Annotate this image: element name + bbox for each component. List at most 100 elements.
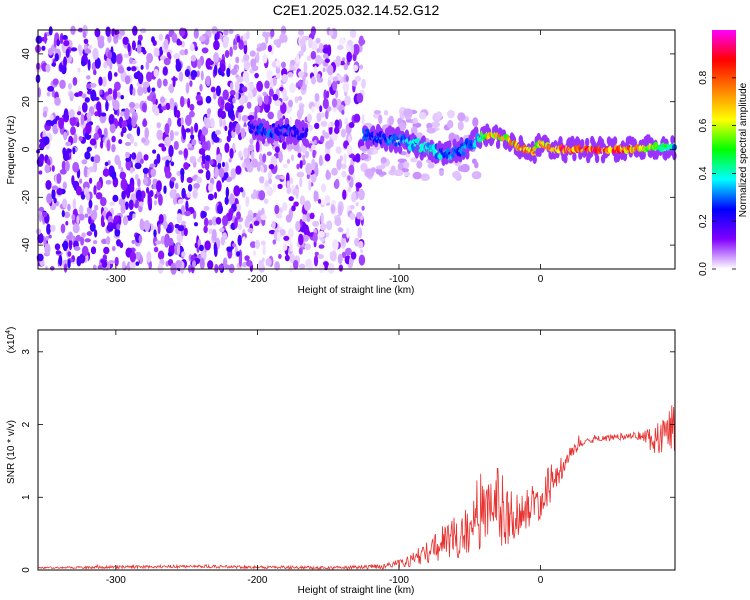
heatmap-cell xyxy=(116,91,121,99)
heatmap-cell xyxy=(177,225,185,232)
heatmap-cell xyxy=(62,35,68,40)
heatmap-cell xyxy=(51,62,57,67)
heatmap-cell xyxy=(331,167,338,176)
heatmap-cell xyxy=(262,53,268,64)
heatmap-cell xyxy=(135,261,140,266)
heatmap-cell xyxy=(278,118,284,128)
heatmap-cell xyxy=(189,80,193,87)
heatmap-cell xyxy=(457,121,464,131)
heatmap-cell xyxy=(298,247,303,255)
heatmap-cell xyxy=(111,170,117,181)
heatmap-cell xyxy=(226,135,231,143)
heatmap-cell xyxy=(335,55,342,67)
heatmap-cell xyxy=(310,50,317,60)
heatmap-cell xyxy=(290,154,295,162)
heatmap-cell xyxy=(142,177,149,186)
heatmap-cell xyxy=(304,150,310,159)
heatmap-cell xyxy=(80,113,85,126)
spectrogram-ylabel: Frequency (Hz) xyxy=(6,116,17,185)
heatmap-cell xyxy=(306,55,312,62)
heatmap-cell xyxy=(111,135,116,143)
heatmap-cell xyxy=(178,150,183,155)
heatmap-cell xyxy=(254,108,258,120)
heatmap-cell xyxy=(128,199,134,211)
heatmap-cell xyxy=(238,254,243,267)
heatmap-cell xyxy=(356,92,364,104)
heatmap-cell xyxy=(152,149,157,154)
heatmap-cell xyxy=(403,171,411,177)
heatmap-cell xyxy=(161,146,167,152)
heatmap-cell xyxy=(107,70,113,82)
heatmap-cell xyxy=(375,165,386,170)
heatmap-cell xyxy=(196,176,203,184)
heatmap-cell xyxy=(107,87,113,95)
heatmap-cell xyxy=(330,199,337,206)
heatmap-cell xyxy=(157,193,163,206)
heatmap-cell xyxy=(129,184,135,193)
heatmap-cell xyxy=(340,128,347,138)
snr-scale-close: ) xyxy=(6,327,17,330)
heatmap-cell xyxy=(102,76,107,88)
heatmap-cell xyxy=(394,142,398,147)
heatmap-cell xyxy=(163,185,167,194)
heatmap-cell xyxy=(92,47,99,60)
heatmap-cell xyxy=(324,153,331,162)
heatmap-cell xyxy=(181,187,186,199)
heatmap-cell xyxy=(228,193,236,206)
heatmap-cell xyxy=(259,176,265,184)
heatmap-cell xyxy=(360,248,364,254)
heatmap-cell xyxy=(113,72,118,77)
heatmap-cell xyxy=(42,211,48,218)
heatmap-cell xyxy=(201,152,206,165)
heatmap-cell xyxy=(215,85,221,97)
heatmap-cell xyxy=(211,216,218,226)
heatmap-cell xyxy=(157,250,165,260)
heatmap-cell xyxy=(303,234,309,242)
heatmap-cell xyxy=(199,244,204,252)
heatmap-cell xyxy=(93,154,101,164)
heatmap-cell xyxy=(84,97,90,103)
heatmap-cell xyxy=(138,234,143,244)
heatmap-cell xyxy=(243,53,250,62)
heatmap-cell xyxy=(75,185,82,196)
spectrogram-frame xyxy=(37,29,676,270)
heatmap-cell xyxy=(285,214,292,223)
heatmap-cell xyxy=(124,75,131,85)
heatmap-cell xyxy=(341,170,347,178)
heatmap-cell xyxy=(214,166,220,178)
heatmap-cell xyxy=(68,92,74,98)
heatmap-cell xyxy=(312,220,320,227)
heatmap-cell xyxy=(129,83,134,96)
heatmap-cell xyxy=(344,95,351,106)
heatmap-cell xyxy=(278,253,282,259)
heatmap-cell xyxy=(142,167,149,174)
spectrogram-xtick-label: 0 xyxy=(538,274,544,285)
heatmap-cell xyxy=(350,44,355,56)
heatmap-cell xyxy=(120,203,126,214)
heatmap-cell xyxy=(349,212,356,220)
heatmap-cell xyxy=(303,61,308,73)
heatmap-cell xyxy=(171,32,178,44)
heatmap-cell xyxy=(291,205,296,212)
heatmap-cell xyxy=(185,128,191,133)
snr-xtick-label: -100 xyxy=(389,575,409,586)
heatmap-cell xyxy=(151,87,156,92)
heatmap-cell xyxy=(431,121,441,128)
heatmap-cell xyxy=(294,96,299,104)
heatmap-cell xyxy=(91,209,98,221)
heatmap-cell xyxy=(256,51,260,64)
heatmap-cell xyxy=(43,238,47,246)
snr-series-line xyxy=(37,405,676,571)
heatmap-cell xyxy=(86,112,92,120)
heatmap-cell xyxy=(457,112,466,122)
heatmap-cell xyxy=(78,204,84,216)
heatmap-cell xyxy=(286,186,292,195)
heatmap-cell xyxy=(89,138,97,146)
heatmap-cell xyxy=(316,112,322,122)
heatmap-cell xyxy=(81,245,89,257)
heatmap-cell xyxy=(320,199,327,206)
heatmap-cell xyxy=(243,60,251,71)
heatmap-cell xyxy=(86,83,92,89)
heatmap-cell xyxy=(54,243,61,251)
heatmap-cell xyxy=(263,93,269,105)
